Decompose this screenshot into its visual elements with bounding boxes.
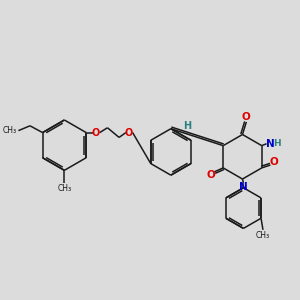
Text: N: N [239,182,248,192]
Text: CH₃: CH₃ [2,126,16,135]
Text: H: H [273,139,281,148]
Text: CH₃: CH₃ [57,184,71,193]
Text: O: O [270,157,279,167]
Text: O: O [242,112,251,122]
Text: N: N [266,139,275,149]
Text: O: O [206,170,215,180]
Text: O: O [124,128,133,138]
Text: O: O [92,128,100,138]
Text: CH₃: CH₃ [256,231,270,240]
Text: H: H [183,121,191,131]
